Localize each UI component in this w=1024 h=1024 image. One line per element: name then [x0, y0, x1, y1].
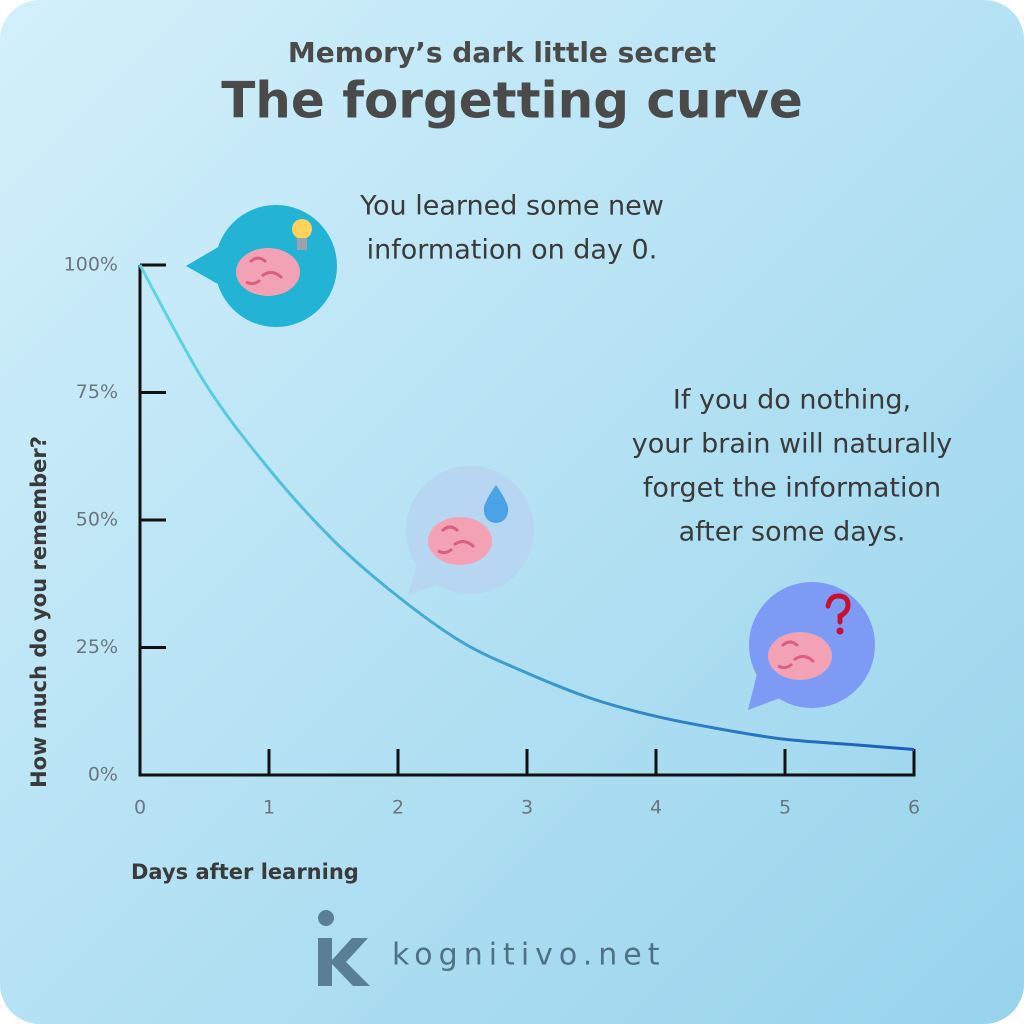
- x-tick-label: 0: [134, 797, 146, 819]
- subtitle: Memory’s dark little secret: [288, 36, 716, 69]
- logo: kognitivo.net: [318, 910, 666, 986]
- forgetting-curve: [138, 264, 915, 751]
- y-tick-label: 75%: [76, 381, 118, 403]
- y-tick-label: 50%: [76, 509, 118, 531]
- bubble-forgotten: [748, 582, 875, 710]
- bubble-fading: [406, 466, 534, 595]
- annotation-line: after some days.: [679, 517, 906, 548]
- annotation-line: your brain will naturally: [632, 429, 952, 460]
- brand: kognitivo.net: [392, 938, 666, 973]
- y-tick-label: 100%: [64, 254, 118, 276]
- annotation-line: You learned some new: [359, 191, 664, 222]
- annotation-line: information on day 0.: [367, 235, 658, 266]
- x-axis-title: Days after learning: [131, 860, 359, 884]
- x-tick-label: 1: [263, 797, 275, 819]
- plot: 0% 25% 50% 75% 100% 0 1 2 3 4 5 6: [64, 254, 920, 819]
- y-axis-title: How much do you remember?: [27, 436, 51, 788]
- bubble-learned: [186, 205, 337, 327]
- x-tick-label: 3: [521, 797, 533, 819]
- x-tick-label: 5: [779, 797, 791, 819]
- x-tick-label: 6: [908, 797, 920, 819]
- annotation-line: forget the information: [643, 473, 941, 504]
- x-tick-label: 2: [392, 797, 404, 819]
- x-tick-label: 4: [650, 797, 662, 819]
- y-tick-label: 25%: [76, 636, 118, 658]
- y-tick-label: 0%: [88, 764, 118, 786]
- annotation-line: If you do nothing,: [673, 385, 911, 416]
- title: The forgetting curve: [221, 72, 803, 130]
